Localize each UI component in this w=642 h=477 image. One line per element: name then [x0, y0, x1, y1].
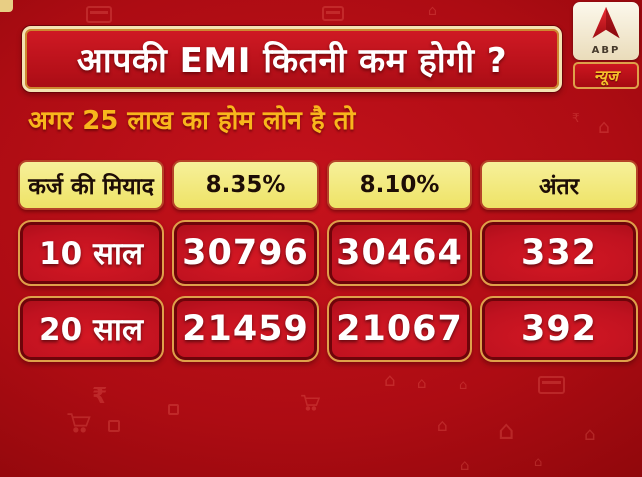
credit-card-watermark-icon: [538, 376, 565, 394]
gift-watermark-icon: [108, 420, 120, 432]
abp-arrow-icon: [589, 6, 623, 44]
house-watermark-icon: ⌂: [584, 424, 596, 445]
column-header-tenure: कर्ज की मियाद: [18, 160, 164, 210]
table-row-2-emi-835: 21459: [172, 296, 319, 362]
house-watermark-icon: ⌂: [428, 3, 437, 19]
house-watermark-icon: ⌂: [598, 116, 611, 138]
house-watermark-icon: ⌂: [417, 374, 427, 392]
column-header-difference: अंतर: [480, 160, 638, 210]
column-header-rate-835: 8.35%: [172, 160, 319, 210]
column-header-rate-810: 8.10%: [327, 160, 472, 210]
abp-logo-box: ABP: [573, 2, 639, 60]
rupee-watermark-icon: ₹: [572, 111, 580, 125]
abp-news-label: न्यूज: [573, 62, 639, 89]
table-row-2-difference: 392: [480, 296, 638, 362]
table-row-2-emi-810: 21067: [327, 296, 472, 362]
house-watermark-icon: ⌂: [460, 456, 470, 474]
abp-logo-text: ABP: [591, 45, 621, 56]
table-row-2-tenure: 20 साल: [18, 296, 164, 362]
headline-banner: आपकी EMI कितनी कम होगी ?: [22, 26, 562, 92]
corner-chip: [0, 0, 13, 12]
abp-news-logo: ABP न्यूज: [573, 2, 639, 89]
credit-card-watermark-icon: [86, 6, 112, 23]
emi-table: कर्ज की मियाद 8.35% 8.10% अंतर 10 साल 30…: [18, 160, 638, 362]
page-title: आपकी EMI कितनी कम होगी ?: [76, 41, 508, 81]
cart-watermark-icon: [300, 394, 321, 411]
house-watermark-icon: ⌂: [437, 416, 448, 436]
table-row-1-tenure: 10 साल: [18, 220, 164, 286]
house-watermark-icon: ⌂: [384, 370, 396, 391]
credit-card-watermark-icon: [322, 6, 344, 21]
table-row-1-emi-810: 30464: [327, 220, 472, 286]
gift-watermark-icon: [168, 404, 179, 415]
rupee-watermark-icon: ₹: [92, 384, 108, 409]
cart-watermark-icon: [66, 412, 92, 433]
table-row-1-emi-835: 30796: [172, 220, 319, 286]
house-watermark-icon: ⌂: [498, 416, 515, 446]
house-watermark-icon: ⌂: [534, 455, 543, 470]
house-watermark-icon: ⌂: [459, 378, 468, 393]
table-row-1-difference: 332: [480, 220, 638, 286]
subtitle-text: अगर 25 लाख का होम लोन है तो: [28, 106, 356, 136]
